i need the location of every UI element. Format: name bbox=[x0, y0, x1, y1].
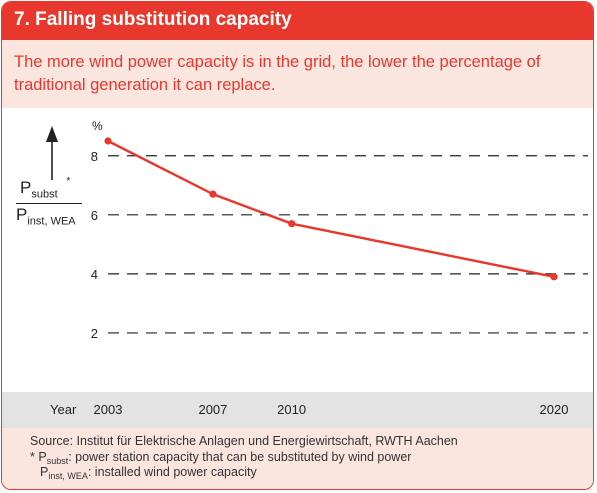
subtitle-bar: The more wind power capacity is in the g… bbox=[2, 40, 593, 108]
y-label-fraction-bar bbox=[16, 203, 82, 204]
footnote-subst: * Psubst: power station capacity that ca… bbox=[30, 450, 412, 466]
data-point-2010 bbox=[288, 220, 296, 228]
y-unit-label: % bbox=[92, 119, 103, 133]
y-axis-arrow-head bbox=[46, 126, 58, 142]
y-label-denominator: Pinst, WEA bbox=[16, 205, 76, 228]
source-line: Source: Institut für Elektrische Anlagen… bbox=[30, 434, 458, 448]
line-chart: % 2 4 6 8 bbox=[46, 119, 588, 341]
x-tick-label: 2020 bbox=[539, 402, 569, 417]
data-point-2020 bbox=[550, 273, 558, 281]
y-tick-label: 4 bbox=[91, 267, 98, 282]
y-label-numerator: Psubst * bbox=[20, 176, 71, 201]
source-notes: Source: Institut für Elektrische Anlagen… bbox=[2, 428, 593, 489]
x-tick-label: 2007 bbox=[198, 402, 228, 417]
data-point-2007 bbox=[209, 190, 217, 198]
y-tick-label: 2 bbox=[91, 326, 98, 341]
x-axis-label: Year bbox=[50, 402, 77, 417]
x-axis-band: Year 2003 2007 2010 2020 bbox=[2, 392, 593, 428]
y-tick-label: 8 bbox=[91, 149, 98, 164]
data-point-2003 bbox=[104, 137, 112, 145]
x-tick-label: 2010 bbox=[277, 402, 307, 417]
series-line bbox=[107, 139, 555, 279]
chart-subtitle: The more wind power capacity is in the g… bbox=[14, 53, 541, 94]
plot-area: % 2 4 6 8 Psubst * Pinst, WEA bbox=[2, 108, 593, 392]
title-bar: 7. Falling substitution capacity bbox=[2, 2, 593, 40]
y-tick-label: 6 bbox=[91, 208, 98, 223]
chart-title: 7. Falling substitution capacity bbox=[14, 9, 292, 30]
x-tick-label: 2003 bbox=[93, 402, 123, 417]
footnote-inst: Pinst, WEA: installed wind power capacit… bbox=[40, 465, 257, 481]
